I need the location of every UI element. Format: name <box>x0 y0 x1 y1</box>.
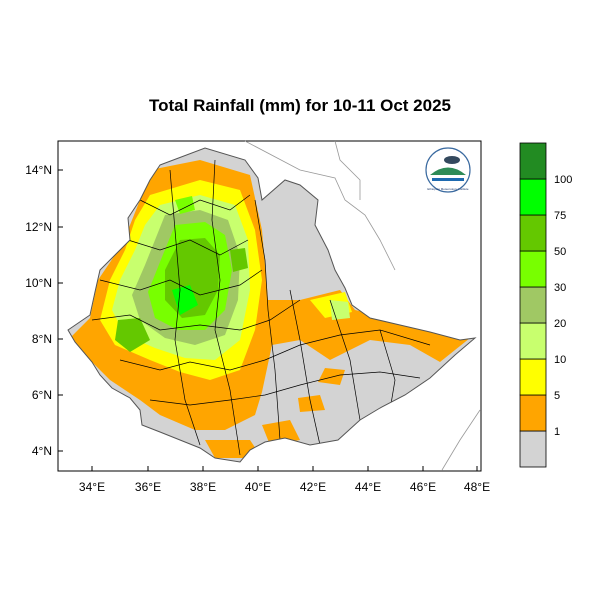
legend-label: 50 <box>554 246 566 258</box>
legend-colorbar <box>519 142 547 468</box>
ethiopian-meteorology-institute-logo: Ethiopian Meteorology Institute <box>425 147 471 193</box>
y-tick-label: 12°N <box>25 220 52 234</box>
x-tick-label: 38°E <box>190 480 216 494</box>
x-tick-label: 34°E <box>79 480 105 494</box>
legend-label: 30 <box>554 282 566 294</box>
legend-label: 1 <box>554 426 560 438</box>
admin-borders <box>91 159 431 456</box>
legend-swatch <box>519 394 547 432</box>
x-tick-label: 44°E <box>355 480 381 494</box>
x-tick-label: 42°E <box>300 480 326 494</box>
x-tick-label: 40°E <box>245 480 271 494</box>
x-tick-label: 46°E <box>410 480 436 494</box>
map-title: Total Rainfall (mm) for 10-11 Oct 2025 <box>149 96 451 115</box>
legend-label: 5 <box>554 390 560 402</box>
legend-label: 75 <box>554 210 566 222</box>
ethiopia-outline <box>67 147 477 463</box>
y-tick-label: 14°N <box>25 163 52 177</box>
logo-text: Ethiopian Meteorology Institute <box>427 187 469 191</box>
legend-swatch <box>519 322 547 360</box>
x-tick-label: 36°E <box>135 480 161 494</box>
legend-swatch <box>519 214 547 252</box>
legend-swatch <box>519 142 547 180</box>
y-tick-label: 8°N <box>32 332 52 346</box>
x-axis-ticks <box>91 466 478 471</box>
y-axis-ticks <box>58 169 63 452</box>
y-tick-label: 10°N <box>25 276 52 290</box>
legend-swatch <box>519 430 547 468</box>
legend-swatch <box>519 286 547 324</box>
legend-labels: 1 5 10 20 30 50 75 100 <box>554 174 572 438</box>
x-tick-label: 48°E <box>464 480 490 494</box>
legend-label: 10 <box>554 354 566 366</box>
legend-swatch <box>519 250 547 288</box>
legend-label: 20 <box>554 318 566 330</box>
legend-swatch <box>519 178 547 216</box>
neighbor-borders <box>244 140 481 471</box>
y-tick-label: 4°N <box>32 444 52 458</box>
y-tick-label: 6°N <box>32 388 52 402</box>
legend-swatch <box>519 358 547 396</box>
legend-label: 100 <box>554 174 572 186</box>
